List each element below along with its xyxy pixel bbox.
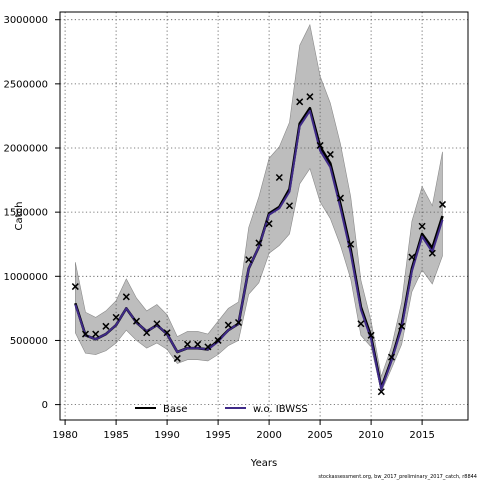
observed-point (357, 320, 365, 328)
y-tick-label: 1500000 (3, 208, 48, 219)
observed-point (438, 200, 447, 208)
observed-point (204, 343, 212, 351)
x-axis: 1980 1985 1990 1995 2000 2005 2010 2015 (52, 420, 435, 441)
x-tick-label: 2005 (307, 430, 332, 441)
confidence-band-layer (75, 23, 443, 393)
observed-point (336, 194, 345, 202)
y-tick-label: 0 (42, 400, 48, 411)
x-tick-label: 1995 (205, 430, 230, 441)
footnote: stockassessment.org, bw_2017_preliminary… (318, 474, 477, 480)
y-tick-label: 500000 (10, 336, 48, 347)
plot-frame (59, 11, 469, 421)
observed-point (255, 239, 263, 247)
observed-point (143, 329, 151, 337)
legend-label-base: Base (163, 404, 187, 415)
x-axis-title: Years (250, 458, 277, 469)
grid-layer (60, 12, 468, 420)
observed-point (163, 329, 171, 337)
confidence-band (75, 23, 443, 393)
y-axis-title: Catch (14, 202, 25, 231)
observed-point (224, 321, 232, 329)
observed-point (122, 293, 130, 301)
observed-point (418, 222, 426, 230)
x-tick-label: 2000 (256, 430, 281, 441)
observed-point (173, 354, 181, 362)
observed-point (296, 98, 304, 106)
y-axis: 0 500000 1000000 1500000 2000000 2500000 30000… (3, 15, 60, 411)
x-tick-label: 2010 (358, 430, 383, 441)
observed-points-layer (71, 93, 447, 396)
observed-point (347, 240, 355, 248)
observed-point (398, 322, 406, 330)
y-tick-label: 2000000 (3, 144, 48, 155)
observed-point (387, 353, 396, 361)
observed-point (306, 93, 314, 101)
observed-point (275, 173, 283, 182)
observed-point (214, 336, 222, 344)
observed-point (285, 202, 294, 210)
observed-point (194, 340, 202, 348)
series-layer (74, 106, 444, 391)
observed-point (132, 317, 141, 325)
y-tick-label: 1000000 (3, 272, 48, 283)
observed-point (234, 318, 243, 327)
observed-point (112, 313, 120, 321)
observed-point (102, 322, 110, 330)
observed-point (245, 256, 253, 264)
y-tick-label: 3000000 (3, 15, 48, 26)
observed-point (265, 220, 273, 228)
observed-point (92, 330, 100, 338)
series-line-wo-ibwss (74, 109, 444, 391)
observed-point (377, 388, 385, 396)
observed-point (153, 320, 161, 328)
observed-point (408, 253, 416, 261)
x-tick-label: 2015 (409, 430, 434, 441)
observed-point (81, 330, 90, 338)
x-tick-label: 1985 (103, 430, 128, 441)
observed-point (428, 249, 436, 257)
x-tick-label: 1980 (52, 430, 77, 441)
observed-point (367, 331, 375, 339)
legend: Base w.o. IBWSS (135, 404, 308, 415)
y-tick-label: 2500000 (3, 79, 48, 90)
x-tick-label: 1990 (154, 430, 179, 441)
observed-point (71, 283, 79, 291)
observed-point (326, 150, 334, 158)
legend-label-wo-ibwss: w.o. IBWSS (253, 404, 308, 415)
observed-point (183, 340, 192, 348)
observed-point (316, 141, 324, 149)
